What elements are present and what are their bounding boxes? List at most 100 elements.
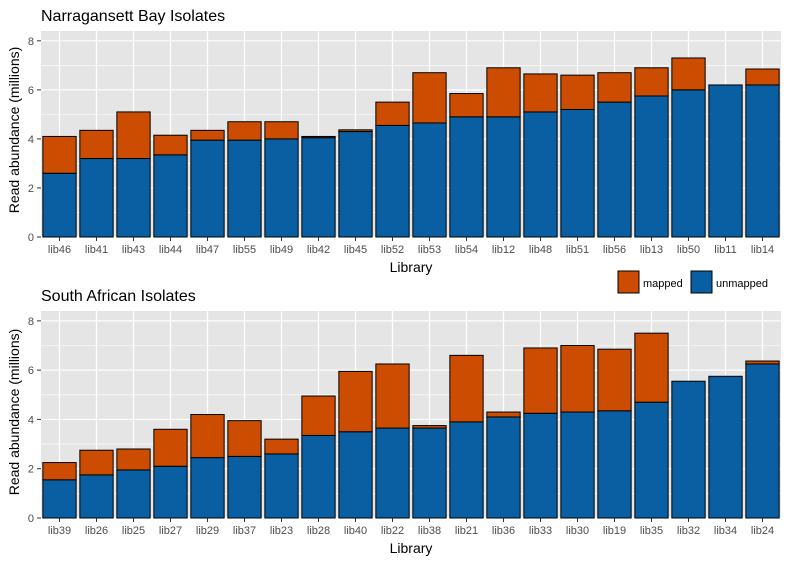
bar-mapped-lib43	[116, 111, 151, 160]
plot-panel	[41, 311, 781, 518]
x-tick-label: lib54	[455, 244, 478, 256]
bar-unmapped-lib39	[42, 479, 77, 519]
bar-mapped-lib33	[523, 347, 558, 414]
legend-swatch-unmapped	[690, 270, 713, 294]
x-tick-label: lib23	[270, 525, 293, 537]
plot-panel	[41, 31, 781, 237]
bar-unmapped-lib11	[708, 84, 743, 238]
bar-mapped-lib35	[634, 332, 669, 403]
bar-unmapped-lib13	[634, 95, 669, 238]
bar-mapped-lib48	[523, 73, 558, 113]
y-tick-label: 6	[28, 365, 34, 377]
y-axis-title: Read abundance (millions)	[6, 47, 22, 214]
legend-swatch-mapped	[617, 270, 640, 294]
bar-unmapped-lib40	[338, 431, 373, 519]
bar-unmapped-lib52	[375, 124, 410, 238]
chart-narragansett-bay: 0 2 4 6 8 lib46 lib41 lib43 lib44 lib47 lib55 lib49…	[6, 8, 781, 275]
x-tick-label: lib45	[344, 244, 367, 256]
x-tick-label: lib43	[122, 244, 145, 256]
bar-mapped-lib13	[634, 67, 669, 97]
x-tick-label: lib49	[270, 244, 293, 256]
bar-unmapped-lib26	[79, 474, 114, 519]
y-tick-label: 8	[28, 316, 34, 328]
legend-label-mapped: mapped	[643, 278, 683, 290]
y-tick-label: 4	[28, 134, 34, 146]
bar-mapped-lib55	[227, 121, 262, 141]
y-axis-title: Read abundance (millions)	[6, 329, 22, 496]
bar-unmapped-lib24	[745, 363, 780, 519]
x-tick-label: lib53	[418, 244, 441, 256]
x-tick-label: lib35	[640, 525, 663, 537]
x-tick-label: lib19	[603, 525, 626, 537]
legend: mapped unmapped	[617, 270, 768, 294]
x-tick-label: lib22	[381, 525, 404, 537]
x-tick-label: lib25	[122, 525, 145, 537]
x-tick-label: lib21	[455, 525, 478, 537]
x-tick-label: lib12	[492, 244, 515, 256]
bar-unmapped-lib25	[116, 469, 151, 519]
bar-unmapped-lib33	[523, 412, 558, 519]
bar-mapped-lib22	[375, 363, 410, 429]
bar-mapped-lib41	[79, 129, 114, 160]
x-axis-title: Library	[390, 540, 433, 556]
x-tick-label: lib26	[85, 525, 108, 537]
bar-unmapped-lib49	[264, 138, 299, 238]
x-tick-label: lib38	[418, 525, 441, 537]
bar-mapped-lib19	[597, 348, 632, 412]
bar-mapped-lib53	[412, 72, 447, 124]
bar-mapped-lib50	[671, 57, 706, 91]
bar-mapped-lib25	[116, 448, 151, 471]
bar-unmapped-lib53	[412, 122, 447, 238]
x-tick-label: lib37	[233, 525, 256, 537]
x-tick-label: lib14	[751, 244, 774, 256]
x-tick-label: lib36	[492, 525, 515, 537]
x-tick-label: lib50	[677, 244, 700, 256]
bar-mapped-lib42	[301, 135, 336, 139]
bar-unmapped-lib12	[486, 116, 521, 238]
bar-mapped-lib27	[153, 428, 188, 467]
x-tick-label: lib30	[566, 525, 589, 537]
bar-mapped-lib37	[227, 420, 262, 457]
x-tick-label: lib24	[751, 525, 774, 537]
bar-unmapped-lib41	[79, 158, 114, 238]
y-tick-label: 2	[28, 183, 34, 195]
bar-unmapped-lib30	[560, 411, 595, 519]
x-axis-title: Library	[390, 259, 433, 275]
y-tick-label: 0	[28, 513, 34, 525]
x-tick-label: lib39	[48, 525, 71, 537]
x-tick-label: lib51	[566, 244, 589, 256]
x-tick-label: lib27	[159, 525, 182, 537]
bar-unmapped-lib21	[449, 421, 484, 519]
x-tick-label: lib40	[344, 525, 367, 537]
bar-unmapped-lib43	[116, 158, 151, 238]
chart-south-african: 0 2 4 6 8 lib39 lib26 lib25 lib27 lib29 lib37 lib23…	[6, 288, 781, 556]
bar-unmapped-lib27	[153, 465, 188, 519]
bar-unmapped-lib36	[486, 416, 521, 519]
bar-mapped-lib44	[153, 134, 188, 156]
y-tick-label: 6	[28, 85, 34, 97]
bar-unmapped-lib44	[153, 154, 188, 238]
bar-unmapped-lib48	[523, 111, 558, 238]
bar-mapped-lib38	[412, 425, 447, 429]
bar-unmapped-lib51	[560, 108, 595, 238]
x-tick-label: lib13	[640, 244, 663, 256]
bar-mapped-lib56	[597, 72, 632, 103]
bar-mapped-lib30	[560, 345, 595, 413]
bar-mapped-lib12	[486, 67, 521, 118]
bar-unmapped-lib23	[264, 453, 299, 519]
x-tick-label: lib41	[85, 244, 108, 256]
bar-mapped-lib29	[190, 414, 225, 459]
bar-mapped-lib40	[338, 370, 373, 433]
x-tick-label: lib55	[233, 244, 256, 256]
bar-mapped-lib36	[486, 411, 521, 418]
x-tick-label: lib42	[307, 244, 330, 256]
bar-unmapped-lib35	[634, 401, 669, 519]
bar-mapped-lib54	[449, 93, 484, 118]
chart-title: South African Isolates	[41, 288, 196, 305]
bar-unmapped-lib29	[190, 457, 225, 519]
x-tick-label: lib48	[529, 244, 552, 256]
bar-mapped-lib24	[745, 360, 780, 365]
bar-mapped-lib39	[42, 462, 77, 481]
x-tick-label: lib47	[196, 244, 219, 256]
